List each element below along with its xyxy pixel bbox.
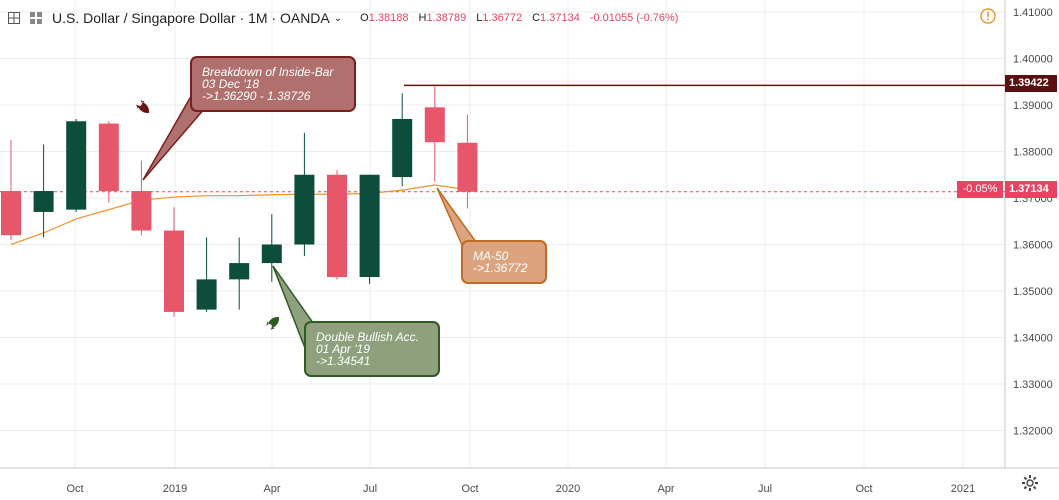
bear-candle[interactable] <box>164 230 184 312</box>
callout-line: 01 Apr '19 <box>316 342 370 356</box>
time-tick-label: Apr <box>263 483 280 495</box>
price-tick-label: 1.34000 <box>1013 333 1053 345</box>
time-tick-label: Oct <box>461 483 478 495</box>
bull-candle[interactable] <box>196 279 217 310</box>
callout-line: ->1.34541 <box>316 354 371 368</box>
callout-line: ->1.36772 <box>473 261 528 275</box>
price-tick-label: 1.40000 <box>1013 54 1053 66</box>
bull-candle[interactable] <box>261 244 282 264</box>
ma-callout[interactable]: MA-50 ->1.36772 <box>461 240 547 284</box>
callout-line: 03 Dec '18 <box>202 77 259 91</box>
callout-line: Breakdown of Inside-Bar <box>202 65 334 79</box>
resistance-level-tag: 1.39422 <box>1005 75 1057 92</box>
time-tick-label: Jul <box>363 483 377 495</box>
price-tick-label: 1.36000 <box>1013 240 1053 252</box>
price-tick-label: 1.35000 <box>1013 286 1053 298</box>
bullish-rocket-icon <box>266 316 280 330</box>
ohlc-change: -0.01055 (-0.76%) <box>589 12 679 24</box>
bear-candle[interactable] <box>457 142 478 192</box>
price-tick-label: 1.32000 <box>1013 426 1053 438</box>
time-tick-label: Jul <box>758 483 772 495</box>
bearish-rocket-icon <box>136 100 150 114</box>
price-tick-label: 1.41000 <box>1013 7 1053 19</box>
time-tick-label: Apr <box>657 483 674 495</box>
bull-candle[interactable] <box>66 121 87 210</box>
ohlc-high: H1.38789 <box>418 12 467 24</box>
callout-line: Double Bullish Acc. <box>316 330 419 344</box>
compare-icon[interactable] <box>28 10 44 26</box>
ma50-line[interactable] <box>10 184 468 246</box>
bull-candle[interactable] <box>294 174 315 245</box>
time-tick-label: 2020 <box>556 483 580 495</box>
price-tick-label: 1.33000 <box>1013 379 1053 391</box>
bullish-callout[interactable]: Double Bullish Acc. 01 Apr '19 ->1.34541 <box>304 321 440 377</box>
bear-candle[interactable] <box>327 174 347 278</box>
bull-candle[interactable] <box>359 174 380 278</box>
breakdown-callout[interactable]: Breakdown of Inside-Bar 03 Dec '18 ->1.3… <box>190 56 356 112</box>
percent-change-tag: -0.05% <box>957 181 1003 198</box>
bull-candle[interactable] <box>392 118 413 178</box>
ohlc-low: L1.36772 <box>476 12 523 24</box>
price-tick-label: 1.39000 <box>1013 100 1053 112</box>
bull-candle[interactable] <box>33 191 54 212</box>
chevron-down-icon[interactable]: ⌄ <box>333 12 343 24</box>
time-tick-label: 2021 <box>951 483 975 495</box>
bull-candle[interactable] <box>229 263 250 280</box>
callout-line: MA-50 <box>473 249 509 263</box>
settings-gear-icon[interactable] <box>1021 474 1039 492</box>
bear-candle[interactable] <box>131 191 152 231</box>
callout-line: ->1.36290 - 1.38726 <box>202 89 311 103</box>
crosshair-grid-icon[interactable] <box>6 10 22 26</box>
bear-candle[interactable] <box>98 123 119 192</box>
time-tick-label: Oct <box>66 483 83 495</box>
price-tick-label: 1.38000 <box>1013 147 1053 159</box>
time-tick-label: Oct <box>855 483 872 495</box>
symbol-title[interactable]: U.S. Dollar / Singapore Dollar · 1M · OA… <box>52 10 330 26</box>
alert-icon[interactable] <box>980 8 996 24</box>
last-price-tag: 1.37134 <box>1005 181 1057 198</box>
ohlc-open: O1.38188 <box>360 12 409 24</box>
ohlc-close: C1.37134 <box>532 12 580 24</box>
bear-candle[interactable] <box>424 107 445 143</box>
bear-candle[interactable] <box>1 191 21 236</box>
time-tick-label: 2019 <box>163 483 187 495</box>
chart-header: U.S. Dollar / Singapore Dollar · 1M · OA… <box>6 8 688 28</box>
